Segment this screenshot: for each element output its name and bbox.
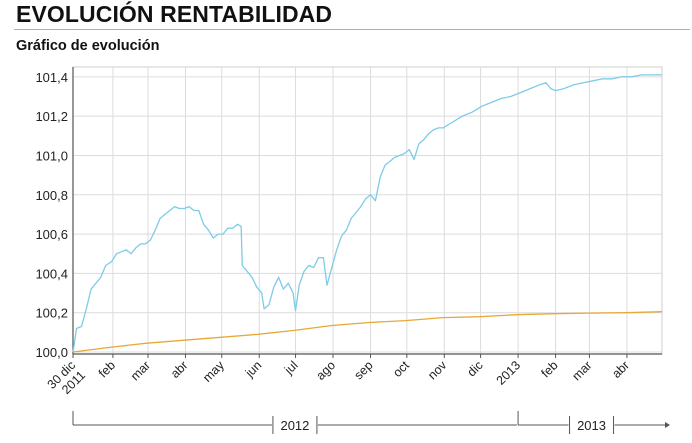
x-tick-label: may: [200, 358, 227, 385]
x-tick-label: dic: [465, 358, 486, 379]
chart-title: Gráfico de evolución: [16, 38, 160, 54]
y-tick-label: 101,4: [35, 70, 68, 85]
y-tick-label: 101,0: [35, 148, 68, 163]
y-tick-label: 100,2: [35, 306, 68, 321]
x-tick-label: abr: [609, 358, 632, 381]
year-range-arrow: [665, 422, 670, 428]
x-tick-label: nov: [425, 358, 450, 383]
x-tick-label: feb: [538, 358, 560, 380]
x-tick-label: jul: [281, 358, 300, 377]
x-tick-label: feb: [96, 358, 118, 380]
x-tick-label: abr: [168, 358, 191, 381]
title-divider: [14, 29, 690, 30]
x-tick-label: 30 dic2011: [45, 358, 88, 401]
y-tick-label: 100,0: [35, 345, 68, 360]
y-tick-label: 101,2: [35, 109, 68, 124]
x-tick-label: 2013: [494, 358, 524, 388]
page-title: EVOLUCIÓN RENTABILIDAD: [16, 1, 333, 27]
x-tick-label: ago: [314, 358, 339, 383]
year-range-label: 2013: [577, 418, 606, 433]
year-range-label: 2012: [280, 418, 309, 433]
y-tick-label: 100,4: [35, 266, 68, 281]
series-line-blue: [72, 74, 662, 353]
x-tick-label: mar: [128, 358, 153, 383]
x-tick-label: mar: [569, 358, 594, 383]
plot-area: [72, 66, 663, 355]
x-tick-label: oct: [390, 358, 412, 380]
series-line-orange: [72, 311, 663, 353]
y-tick-label: 100,8: [35, 188, 68, 203]
x-tick-label: jun: [242, 358, 264, 380]
y-tick-label: 100,6: [35, 227, 68, 242]
x-tick-label: sep: [351, 358, 375, 382]
